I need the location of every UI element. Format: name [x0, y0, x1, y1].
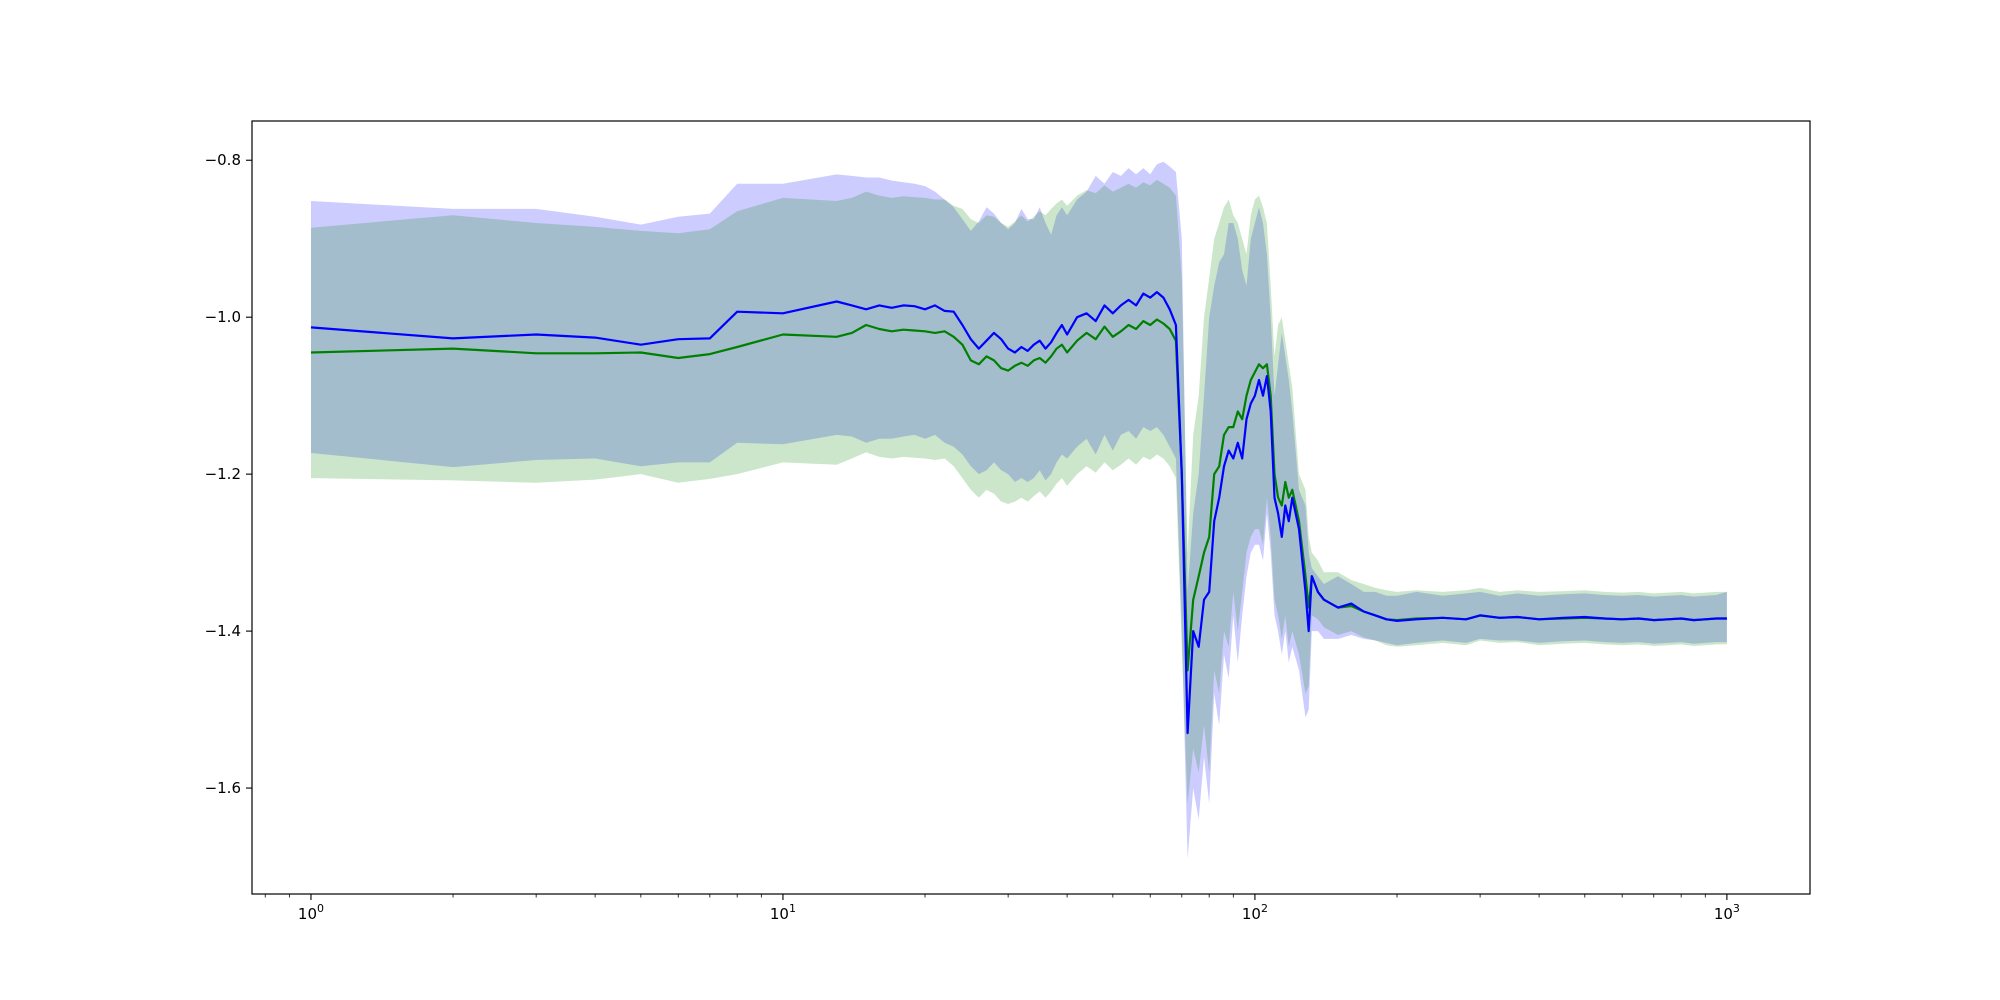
- axes-frame: [251, 120, 1811, 895]
- x-tick-label-base: 10: [1242, 905, 1261, 923]
- x-tick-label-exponent: 0: [317, 902, 324, 915]
- x-tick-label: 100: [298, 902, 324, 923]
- x-tick-label: 102: [1242, 902, 1268, 923]
- y-tick-label: −0.8: [205, 151, 241, 169]
- x-tick-label: 101: [770, 902, 796, 923]
- y-axis: −0.8 −1.0 −1.2 −1.4 −1.6: [205, 151, 252, 797]
- x-tick-label-base: 10: [298, 905, 317, 923]
- x-tick-label-base: 10: [1714, 905, 1733, 923]
- series-1-band: [311, 161, 1727, 859]
- x-tick-label: 103: [1714, 902, 1740, 923]
- x-tick-label-exponent: 2: [1261, 902, 1268, 915]
- x-axis: 100 101 102 103: [264, 894, 1740, 923]
- x-tick-label-exponent: 3: [1733, 902, 1740, 915]
- x-tick-label-exponent: 1: [789, 902, 796, 915]
- plot-area: [310, 161, 1727, 859]
- series-1-line: [310, 291, 1727, 735]
- series-2-band: [311, 179, 1727, 804]
- y-tick-label: −1.0: [205, 308, 241, 326]
- y-tick-label: −1.4: [205, 622, 241, 640]
- y-tick-label: −1.2: [205, 465, 241, 483]
- x-tick-label-base: 10: [770, 905, 789, 923]
- y-tick-label: −1.6: [205, 779, 241, 797]
